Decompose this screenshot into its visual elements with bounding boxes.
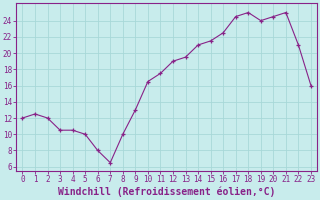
X-axis label: Windchill (Refroidissement éolien,°C): Windchill (Refroidissement éolien,°C) (58, 187, 276, 197)
